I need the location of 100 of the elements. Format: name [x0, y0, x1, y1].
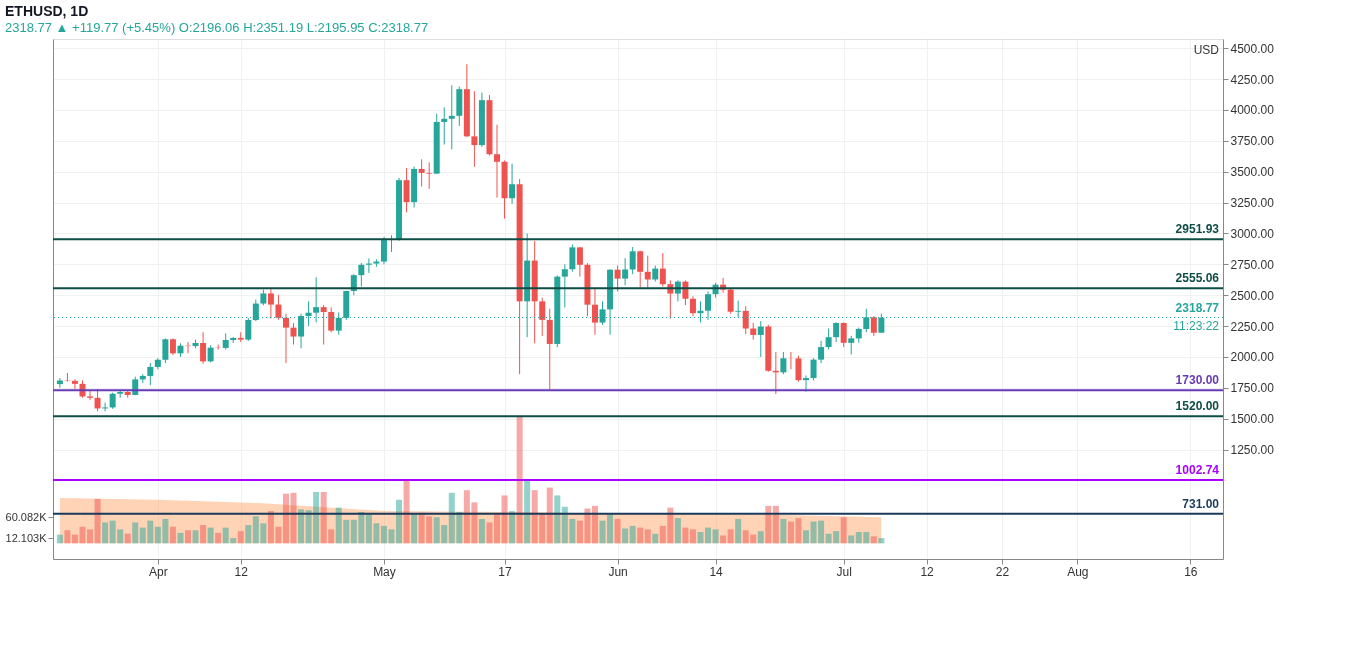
- candlestick: [870, 315, 877, 337]
- bar: [825, 533, 832, 544]
- bar: [667, 507, 674, 544]
- bar: [803, 530, 809, 544]
- bar: [335, 507, 342, 544]
- bar: [373, 523, 380, 544]
- candlestick: [441, 106, 448, 145]
- bar: [855, 532, 862, 544]
- x-tick-label: 12: [234, 564, 249, 579]
- bar: [252, 516, 259, 544]
- x-tick-label: 22: [995, 564, 1010, 579]
- bar: [71, 534, 78, 544]
- bar: [524, 479, 531, 544]
- bar: [765, 505, 772, 544]
- bar: [380, 525, 387, 544]
- bar: [343, 519, 350, 544]
- y-tick-label: 2250.00: [1230, 319, 1275, 334]
- bar: [689, 529, 696, 544]
- bar: [456, 511, 463, 544]
- candlestick: [757, 320, 764, 358]
- x-tick-label: 12: [920, 564, 935, 579]
- ref-line-label: 2951.93: [1175, 222, 1220, 237]
- candlestick: [426, 161, 433, 190]
- bar: [772, 505, 779, 544]
- bar: [290, 492, 297, 544]
- bar: [682, 527, 689, 544]
- candlestick: [780, 351, 787, 375]
- candlestick: [833, 321, 840, 343]
- bar: [720, 535, 727, 544]
- bar: [207, 527, 214, 544]
- bar: [546, 487, 553, 544]
- bar: [87, 529, 94, 544]
- bar: [350, 519, 357, 544]
- candlestick: [448, 84, 455, 150]
- candlestick: [810, 357, 817, 381]
- candlestick: [509, 163, 516, 205]
- bar: [705, 527, 712, 544]
- bar: [848, 535, 855, 544]
- bar: [328, 529, 335, 544]
- candlestick: [742, 305, 749, 335]
- candlestick: [795, 355, 802, 383]
- bar: [712, 529, 719, 544]
- candlestick: [614, 265, 621, 292]
- y-tick-label: 3750.00: [1230, 134, 1275, 149]
- candlestick: [644, 255, 651, 289]
- bar: [780, 518, 787, 544]
- x-tick-label: Apr: [149, 564, 168, 579]
- bar: [833, 531, 840, 544]
- x-tick-label: Jun: [608, 564, 628, 579]
- candlestick: [267, 288, 274, 320]
- ref-line-label: 1002.74: [1175, 463, 1220, 478]
- bar: [471, 502, 478, 544]
- bar: [441, 525, 448, 544]
- bar: [275, 526, 282, 544]
- bar: [501, 495, 508, 544]
- bar: [132, 522, 139, 544]
- ref-line-label: 2555.06: [1175, 271, 1220, 286]
- bar: [644, 529, 651, 544]
- bar: [787, 521, 794, 544]
- candlestick: [358, 262, 365, 288]
- bar: [162, 518, 169, 544]
- candlestick: [848, 335, 855, 355]
- bar: [652, 533, 659, 544]
- bar: [591, 505, 598, 544]
- y-tick-label: 2500.00: [1230, 288, 1275, 303]
- y-tick-label: 4500.00: [1230, 41, 1275, 56]
- candlestick: [840, 321, 847, 348]
- bar: [840, 517, 847, 544]
- candlestick: [591, 287, 598, 336]
- candlestick: [825, 328, 832, 351]
- bar: [396, 499, 403, 544]
- bar: [365, 514, 372, 544]
- y2-tick-label: 12.103K: [5, 531, 48, 544]
- bar: [637, 527, 644, 544]
- candlestick: [102, 402, 109, 412]
- bar: [230, 538, 237, 544]
- bar: [810, 521, 817, 544]
- bar: [237, 531, 244, 544]
- bar: [735, 518, 742, 544]
- chart-subtitle: 2318.77 ▲ +119.77 (+5.45%) O:2196.06 H:2351.19 L:2195.95 C:2318.77: [5, 20, 429, 35]
- candlestick: [320, 304, 327, 346]
- bar: [245, 525, 252, 544]
- bar: [320, 491, 327, 544]
- candlestick: [282, 313, 289, 364]
- candlestick: [727, 287, 734, 315]
- bar: [64, 530, 71, 544]
- bar: [486, 522, 493, 544]
- bar: [200, 525, 207, 544]
- bar: [448, 492, 455, 544]
- x-tick-label: Aug: [1067, 564, 1089, 579]
- ref-line-label: 1730.00: [1175, 373, 1220, 388]
- bar: [742, 530, 749, 544]
- bar: [599, 520, 606, 544]
- bar: [622, 528, 629, 544]
- candlestick: [162, 337, 169, 364]
- bar: [750, 534, 757, 544]
- candlestick: [380, 236, 387, 265]
- bar: [56, 534, 63, 544]
- bar: [584, 508, 591, 544]
- candlestick: [94, 388, 101, 412]
